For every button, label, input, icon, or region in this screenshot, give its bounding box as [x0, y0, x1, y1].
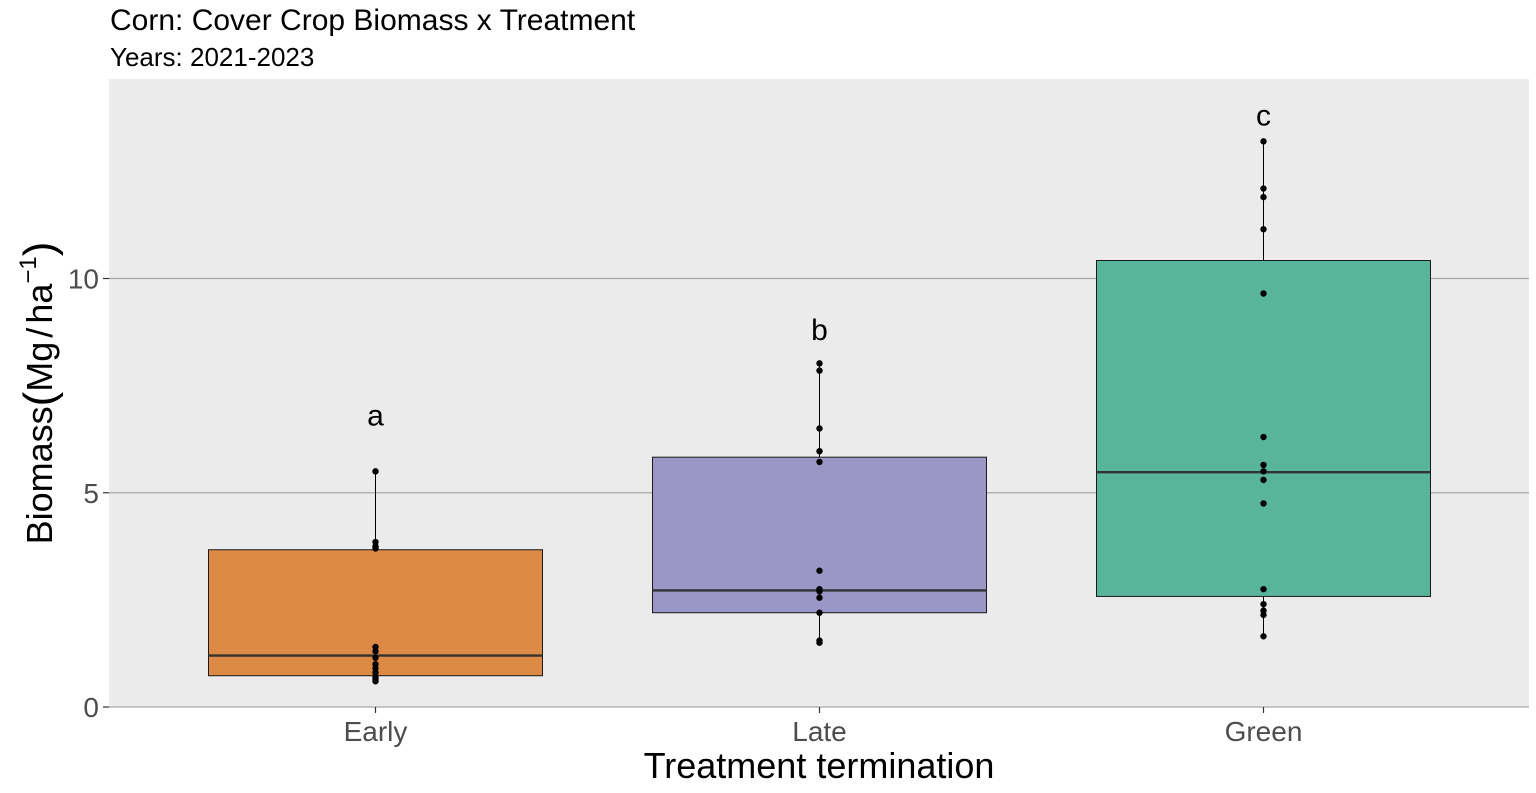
significance-letter: a [367, 400, 384, 433]
data-point [372, 654, 379, 661]
y-tick-label: 5 [83, 478, 99, 509]
data-point [816, 425, 823, 432]
y-tick-label: 0 [83, 692, 99, 723]
data-point [372, 545, 379, 552]
data-point [1260, 226, 1267, 233]
box-early: a [208, 400, 543, 685]
box-green: c [1096, 100, 1431, 640]
y-axis-label-main: Biomass [19, 406, 60, 544]
significance-letter: b [811, 314, 828, 347]
data-point [1260, 633, 1267, 640]
data-point [1260, 433, 1267, 441]
data-point [372, 468, 379, 475]
y-tick-label: 10 [68, 264, 99, 295]
data-point [816, 588, 823, 595]
data-point [816, 594, 823, 601]
x-tick-label: Late [792, 716, 847, 747]
data-point [816, 367, 823, 374]
data-point [816, 567, 823, 574]
y-axis-unit-per: ha [19, 283, 60, 324]
data-point [1260, 468, 1267, 475]
box-late: b [652, 314, 987, 646]
data-point [816, 458, 823, 466]
data-point [1260, 138, 1267, 145]
chart-subtitle: Years: 2021-2023 [110, 42, 315, 72]
y-axis-paren-close: ) [15, 242, 64, 257]
data-point [1260, 585, 1267, 593]
y-axis-unit-exp: −1 [15, 256, 42, 283]
data-point [372, 648, 379, 655]
y-axis-label: Biomass(Mg / ha−1) [15, 242, 64, 545]
x-tick-label: Green [1225, 716, 1303, 747]
data-point [1260, 193, 1267, 201]
significance-letter: c [1256, 100, 1271, 133]
data-point [816, 639, 823, 646]
data-point [1260, 500, 1267, 507]
data-point [1260, 611, 1267, 619]
y-axis-paren-open: ( [15, 391, 64, 406]
data-point [1260, 185, 1267, 192]
y-axis-unit-base: Mg [19, 342, 60, 392]
data-point [1260, 476, 1267, 484]
data-point [816, 447, 823, 455]
data-point [1260, 461, 1267, 469]
data-point [1260, 290, 1267, 297]
data-point [1260, 600, 1267, 608]
y-axis-unit-slash: / [19, 328, 60, 338]
data-point [372, 678, 379, 685]
boxplots: a b c [208, 100, 1431, 685]
chart-title: Corn: Cover Crop Biomass x Treatment [110, 4, 636, 37]
axes: 0 5 10 Early Late Green [68, 264, 1303, 748]
data-point [816, 609, 823, 616]
box-iqr [1096, 260, 1431, 597]
x-axis-label: Treatment termination [644, 745, 995, 786]
y-axis-label-text: Biomass(Mg / ha−1) [15, 242, 64, 545]
data-point [816, 360, 823, 367]
x-tick-label: Early [344, 716, 408, 747]
